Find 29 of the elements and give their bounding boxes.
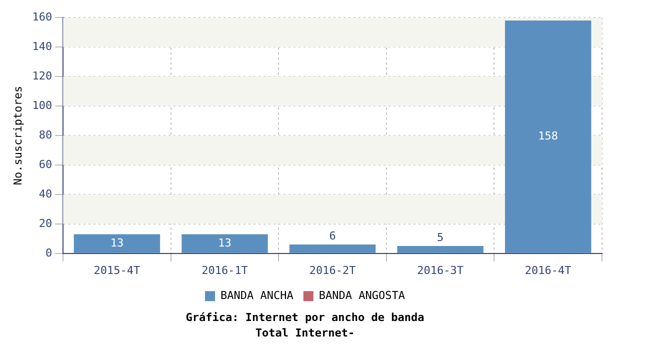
x-tick-label: 2016-3T (417, 264, 464, 277)
legend-label: BANDA ANGOSTA (318, 288, 406, 302)
x-tick-label: 2016-2T (309, 264, 356, 277)
y-tick-label: 100 (32, 98, 52, 112)
data-label: 5 (437, 230, 444, 244)
text: Total Internet- (255, 326, 355, 340)
bar (289, 244, 376, 253)
y-tick-label: 60 (38, 158, 52, 171)
y-tick-label: 40 (38, 187, 52, 200)
bar (182, 234, 268, 253)
data-label: 6 (329, 229, 336, 242)
x-tick-label: 2015-4T (94, 264, 141, 277)
data-label: 13 (110, 236, 124, 250)
x-tick-label: 2016-4T (524, 264, 572, 277)
y-tick-label: 20 (38, 216, 52, 230)
x-tick-label: 2016-1T (202, 264, 248, 277)
bar (74, 234, 160, 253)
data-label: 158 (538, 130, 558, 143)
legend-label: BANDA ANCHA (220, 288, 294, 302)
y-axis-title: No.suscriptores (11, 86, 24, 186)
text: Gráfica: Internet por ancho de banda (186, 311, 424, 324)
y-tick-label: 140 (32, 40, 52, 53)
data-label: 13 (218, 236, 232, 250)
bar (397, 246, 484, 253)
y-tick-label: 120 (32, 69, 52, 82)
bar (504, 20, 592, 253)
y-tick-label: 160 (32, 10, 52, 24)
y-tick-label: 0 (45, 246, 52, 260)
y-tick-label: 80 (38, 128, 52, 142)
